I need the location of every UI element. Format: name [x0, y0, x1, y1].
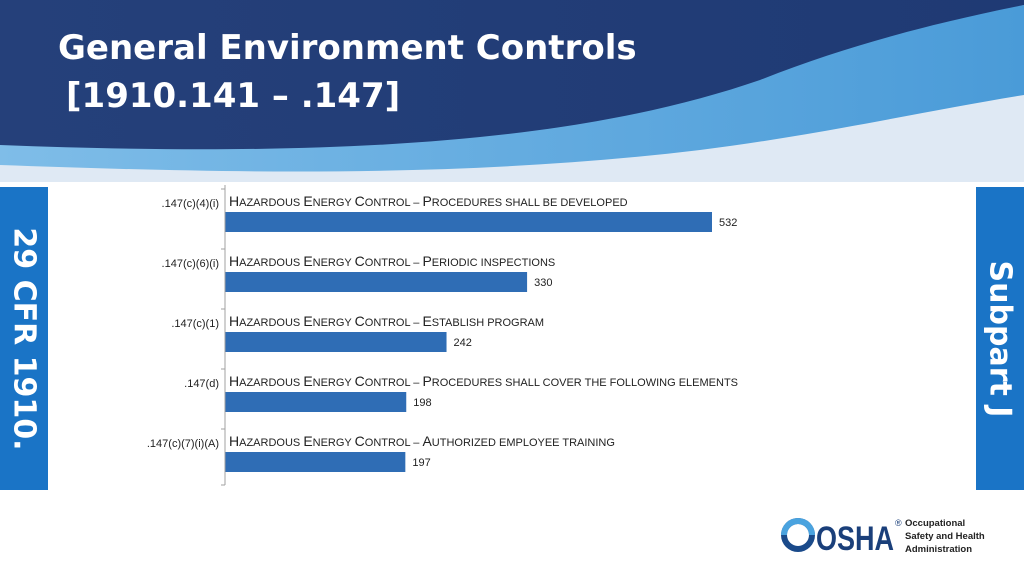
bar-title: HAZARDOUS ENERGY CONTROL – PROCEDURES SH… — [229, 373, 738, 389]
header-swoosh-pale — [0, 58, 1024, 190]
category-label: .147(c)(6)(i) — [162, 258, 219, 270]
right-banner-text: Subpart J — [982, 260, 1018, 417]
value-label: 330 — [534, 277, 552, 289]
logo-line1: Occupational — [905, 518, 965, 529]
category-label: .147(d) — [184, 378, 219, 390]
logo-mark-text: OSHA — [816, 520, 894, 558]
right-banner: Subpart J — [976, 187, 1024, 490]
bar — [225, 392, 407, 412]
slide-title-line2: [1910.141 – .147] — [66, 76, 401, 116]
value-label: 532 — [719, 217, 737, 229]
header-swoosh-light — [0, 5, 1024, 172]
bar — [225, 452, 406, 472]
value-label: 198 — [413, 397, 431, 409]
category-label: .147(c)(1) — [171, 318, 219, 330]
bar — [225, 332, 447, 352]
logo-line2: Safety and Health — [905, 531, 985, 542]
logo-line3: Administration — [905, 544, 972, 555]
value-label: 242 — [454, 337, 472, 349]
bar-title: HAZARDOUS ENERGY CONTROL – PROCEDURES SH… — [229, 193, 628, 209]
osha-logo: OSHA ® Occupational Safety and Health Ad… — [781, 518, 985, 558]
header-background — [0, 0, 1024, 190]
bar-title: HAZARDOUS ENERGY CONTROL – ESTABLISH PRO… — [229, 313, 544, 329]
slide-title-line1: General Environment Controls — [58, 28, 637, 68]
header-swoosh-dark — [0, 0, 1024, 150]
left-banner-text: 29 CFR 1910. — [6, 226, 42, 451]
bar — [225, 212, 712, 232]
left-banner: 29 CFR 1910. — [0, 187, 48, 490]
bar — [225, 272, 528, 292]
bar-title: HAZARDOUS ENERGY CONTROL – PERIODIC INSP… — [229, 253, 555, 269]
osha-logo-mark: OSHA ® — [781, 518, 902, 558]
category-label: .147(c)(4)(i) — [162, 198, 219, 210]
logo-registered-mark: ® — [895, 518, 902, 528]
bar-title: HAZARDOUS ENERGY CONTROL – AUTHORIZED EM… — [229, 433, 615, 449]
category-label: .147(c)(7)(i)(A) — [147, 438, 219, 450]
value-label: 197 — [412, 457, 430, 469]
bar-chart: .147(c)(4)(i) HAZARDOUS ENERGY CONTROL – … — [147, 185, 738, 486]
